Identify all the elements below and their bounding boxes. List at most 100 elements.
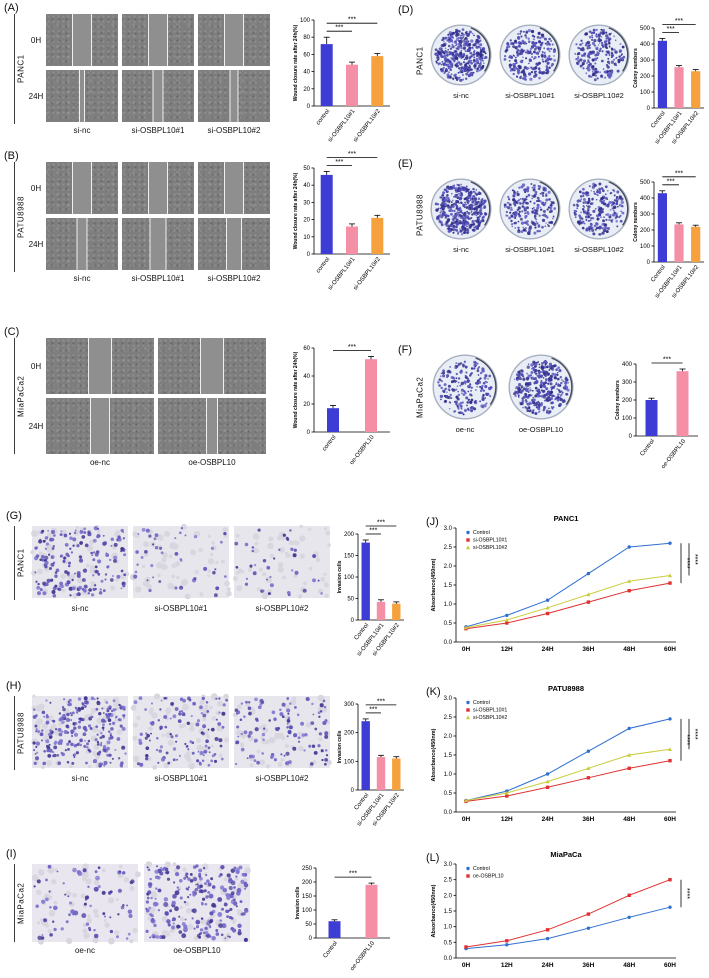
condition-label: oe-nc <box>89 458 110 467</box>
panel-label: (C) <box>4 326 20 338</box>
scratch-gap <box>149 218 167 270</box>
svg-text:0H: 0H <box>462 646 471 653</box>
svg-text:400: 400 <box>640 42 651 48</box>
svg-text:si-OSBPL10#1: si-OSBPL10#1 <box>473 538 507 544</box>
dish-row: oe-nc oe-OSBPL10 <box>432 354 574 434</box>
svg-text:oe-OSBPL10: oe-OSBPL10 <box>473 874 504 880</box>
svg-text:0: 0 <box>647 260 651 266</box>
scratch-gap <box>90 398 110 454</box>
condition-label: si-nc <box>453 245 469 254</box>
svg-text:0: 0 <box>629 434 633 440</box>
svg-text:200: 200 <box>344 731 355 737</box>
svg-text:200: 200 <box>344 532 355 538</box>
svg-text:36H: 36H <box>582 816 594 823</box>
cell-line-label: PATU8988 <box>16 196 26 238</box>
invasion-micrograph <box>30 525 130 599</box>
scratch-gap <box>148 162 168 214</box>
svg-text:1.5: 1.5 <box>444 909 453 915</box>
panel-colony-patu8988: (E) PATU8988 si-nc si-OSBPL10#1 si-OSBPL… <box>398 156 708 306</box>
line-chart-cck8-miapaca: MiaPaCa 0.0 0.5 1.0 1.5 2.0 2.5 3.0 0H 12H 24H 36H 4… <box>431 850 690 969</box>
micrograph-grid <box>46 338 266 454</box>
svg-text:200: 200 <box>622 398 633 404</box>
svg-text:50: 50 <box>305 922 312 928</box>
svg-text:0: 0 <box>307 430 311 436</box>
wound-micrograph <box>46 14 118 66</box>
wound-micrograph <box>198 14 270 66</box>
scratch-gap <box>224 14 244 66</box>
condition-label: si-OSBPL10#1 <box>505 245 555 254</box>
wound-micrograph <box>46 398 154 454</box>
svg-text:Control: Control <box>473 700 490 706</box>
svg-text:150: 150 <box>344 554 355 560</box>
condition-label: si-nc <box>71 604 89 613</box>
panel-colony-miapaca2: (F) MiaPaCa2 oe-nc oe-OSBPL10 0 100 200 300… <box>398 336 708 476</box>
svg-text:si-OSBPL10#1: si-OSBPL10#1 <box>327 256 357 291</box>
svg-text:24H: 24H <box>542 646 554 653</box>
colony-dish <box>508 354 574 420</box>
timepoint-label: 24H <box>28 239 44 249</box>
condition-label: oe-nc <box>455 425 475 434</box>
svg-text:0: 0 <box>351 788 355 794</box>
svg-text:36H: 36H <box>582 646 594 653</box>
colony-dish <box>499 24 561 86</box>
condition-label: oe-nc <box>74 946 95 955</box>
svg-text:300: 300 <box>640 58 651 64</box>
scratch-gap <box>148 14 168 66</box>
timepoint-label: 24H <box>28 91 44 101</box>
svg-text:20: 20 <box>303 218 310 224</box>
svg-text:0.5: 0.5 <box>444 791 453 797</box>
row-bracket <box>14 864 15 942</box>
panel-label: (I) <box>6 848 17 860</box>
svg-text:****: **** <box>691 729 698 740</box>
svg-text:Invasion cells: Invasion cells <box>337 730 343 763</box>
wound-micrograph <box>122 70 194 122</box>
micrograph-grid <box>46 14 270 122</box>
condition-labels: si-nc si-OSBPL10#1 si-OSBPL10#2 <box>32 774 330 783</box>
svg-text:***: *** <box>675 170 683 177</box>
svg-text:100: 100 <box>640 90 651 96</box>
svg-text:0.0: 0.0 <box>444 810 453 816</box>
svg-text:****: **** <box>683 734 690 745</box>
svg-text:0: 0 <box>351 618 355 624</box>
micrograph-grid <box>31 693 332 770</box>
dish-column: si-OSBPL10#2 <box>568 178 630 254</box>
wound-micrograph <box>46 162 118 214</box>
svg-text:Wound closure rate after 24h(%: Wound closure rate after 24h(%) <box>293 172 299 249</box>
svg-text:1.0: 1.0 <box>444 602 453 608</box>
svg-text:***: *** <box>663 357 671 364</box>
wound-micrograph <box>158 398 266 454</box>
svg-text:Invasion cells: Invasion cells <box>295 886 301 919</box>
svg-text:500: 500 <box>640 180 651 186</box>
svg-text:si-OSBPL10#2: si-OSBPL10#2 <box>353 256 383 291</box>
svg-text:100: 100 <box>302 908 313 914</box>
panel-cck8-miapaca: (L) MiaPaCa 0.0 0.5 1.0 1.5 2.0 2.5 3.0 0H 12H 24H… <box>420 846 708 978</box>
svg-text:oe-OSBPL10: oe-OSBPL10 <box>349 434 376 466</box>
svg-text:200: 200 <box>640 228 651 234</box>
svg-text:Absorbance(450nm): Absorbance(450nm) <box>431 884 437 937</box>
svg-text:Invasion cells: Invasion cells <box>337 560 343 593</box>
colony-dish <box>499 178 561 240</box>
wound-micrograph <box>198 70 270 122</box>
svg-text:***: *** <box>377 520 385 527</box>
svg-text:PANC1: PANC1 <box>554 514 579 523</box>
panel-wound-miapaca2: (C) MiaPaCa2 0H 24H oe-nc oe-OSBPL10 0 20… <box>2 326 396 476</box>
micrograph-grid <box>46 162 270 270</box>
invasion-micrograph <box>130 523 232 600</box>
condition-label: si-OSBPL10#2 <box>207 126 261 135</box>
panel-label: (H) <box>6 680 22 692</box>
panel-label: (J) <box>426 516 439 528</box>
cell-line-label: MiaPaCa2 <box>415 376 425 418</box>
row-bracket <box>14 162 15 272</box>
cell-line-label: PATU8988 <box>415 194 425 236</box>
svg-text:3.0: 3.0 <box>444 526 453 532</box>
svg-text:Control: Control <box>473 530 490 536</box>
line-chart-cck8-panc1: PANC1 0.0 0.5 1.0 1.5 2.0 2.5 3.0 0H 12H 24H 36H 48H… <box>431 514 698 653</box>
invasion-micrograph <box>130 693 230 770</box>
bar-chart-invasion-miapaca2: 0 50 100 150 200 250 Invasion cells Control oe-O… <box>295 866 390 972</box>
colony-dish <box>430 24 492 86</box>
panel-label: (D) <box>398 4 414 16</box>
svg-text:3.0: 3.0 <box>444 862 453 868</box>
